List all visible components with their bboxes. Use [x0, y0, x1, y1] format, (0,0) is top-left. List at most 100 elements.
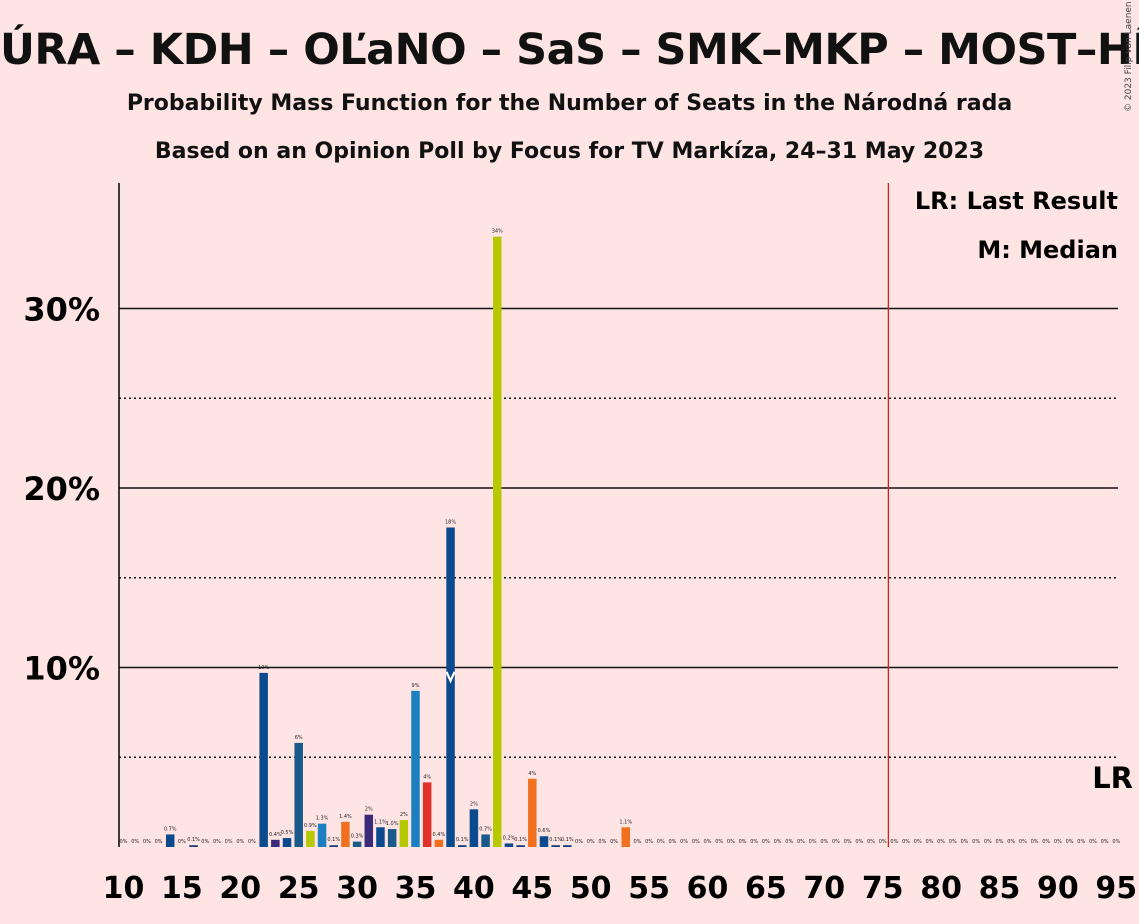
chart-subtitle: Probability Mass Function for the Number…	[126, 91, 1013, 116]
bar-seat-16	[189, 845, 198, 847]
axes: 10% 20% 30% 10 15 20 25 30 35 40 45 50 55 60 65 70 75 80 8…	[23, 183, 1137, 906]
bar-seat-35	[411, 690, 420, 847]
bar-value-label: 0%	[844, 839, 852, 845]
bar-value-label: 0%	[178, 839, 186, 845]
bar-seat-45	[528, 778, 537, 847]
bar-value-label: 0%	[657, 839, 665, 845]
bar-seat-25	[294, 742, 303, 847]
chart-title: ÚRA – KDH – OĽaNO – SaS – SMK–MKP – MOST…	[0, 25, 1139, 75]
bar-value-label: 2%	[400, 812, 408, 818]
x-tick-label: 30	[336, 871, 378, 906]
bar-seat-32	[376, 827, 385, 847]
legend-last-result: LR: Last Result	[915, 187, 1118, 215]
bar-seat-41	[481, 834, 490, 847]
x-tick-label: 60	[687, 871, 729, 906]
bar-value-label: 0%	[692, 839, 700, 845]
bar-value-label: 0%	[914, 839, 922, 845]
bar-value-label: 0%	[1054, 839, 1062, 845]
bar-value-label: 0%	[633, 839, 641, 845]
bars	[165, 236, 630, 847]
chart-source-subtitle: Based on an Opinion Poll by Focus for TV…	[154, 139, 985, 164]
bar-value-label: 0%	[587, 839, 595, 845]
x-tick-label: 45	[511, 871, 553, 906]
bar-value-label: 0%	[715, 839, 723, 845]
bar-value-label: 0%	[925, 839, 933, 845]
bar-value-label: 0%	[867, 839, 875, 845]
bar-value-label: 0%	[598, 839, 606, 845]
bar-value-label: 0%	[248, 839, 256, 845]
grid-lines	[119, 183, 1118, 847]
last-result-marker-label: LR	[1092, 761, 1133, 795]
bar-value-label: 0%	[131, 839, 139, 845]
bar-seat-22	[259, 672, 268, 847]
bar-seat-42	[493, 236, 502, 847]
bar-value-label: 0%	[855, 839, 863, 845]
bar-value-label: 0%	[785, 839, 793, 845]
bar-value-label: 0%	[201, 839, 209, 845]
bar-value-label: 18%	[445, 519, 456, 525]
bar-value-label: 1.4%	[339, 814, 352, 820]
x-tick-label: 90	[1037, 871, 1079, 906]
bar-value-label: 0.6%	[538, 828, 551, 834]
x-tick-label: 25	[278, 871, 320, 906]
bar-value-label: 0%	[1112, 839, 1120, 845]
bar-value-label: 1.1%	[619, 819, 632, 825]
x-tick-label: 70	[803, 871, 845, 906]
bar-value-label: 0%	[1101, 839, 1109, 845]
bar-seat-36	[422, 782, 432, 847]
bar-value-label: 0%	[832, 839, 840, 845]
bar-seat-27	[317, 823, 327, 847]
bar-value-label: 0%	[213, 839, 221, 845]
bar-value-label: 0.5%	[281, 830, 294, 836]
bar-value-label: 0%	[610, 839, 618, 845]
bar-seat-31	[364, 814, 374, 847]
bar-value-label: 0%	[1077, 839, 1085, 845]
y-tick-label: 10%	[23, 650, 100, 688]
bar-value-label: 0%	[750, 839, 758, 845]
x-tick-label: 20	[219, 871, 261, 906]
legend-median: M: Median	[977, 236, 1118, 264]
bar-value-label: 4%	[423, 774, 431, 780]
bar-value-label: 0.4%	[269, 832, 282, 838]
bar-value-label: 0%	[727, 839, 735, 845]
bar-value-label: 0%	[155, 839, 163, 845]
x-tick-label: 75	[862, 871, 904, 906]
bar-seat-24	[282, 838, 292, 847]
bar-value-label: 0%	[960, 839, 968, 845]
bar-seat-39	[457, 845, 467, 847]
bar-value-label: 0%	[704, 839, 712, 845]
bar-value-label: 0%	[809, 839, 817, 845]
x-tick-label: 50	[570, 871, 612, 906]
bar-value-label: 0%	[774, 839, 782, 845]
bar-value-label: 0%	[1031, 839, 1039, 845]
bar-value-label: 0.1%	[456, 837, 469, 843]
x-tick-label: 95	[1095, 871, 1137, 906]
bar-seat-48	[563, 845, 572, 847]
bar-value-label: 0%	[668, 839, 676, 845]
bar-value-label: 1.1%	[374, 819, 387, 825]
bar-value-label: 0%	[1042, 839, 1050, 845]
bar-seat-28	[329, 845, 338, 847]
bar-seat-43	[504, 843, 514, 847]
bar-value-label: 0.1%	[514, 837, 527, 843]
legend: LR: Last Result M: Median LR	[915, 187, 1133, 795]
bar-value-label: 6%	[295, 735, 303, 741]
bar-value-label: 0%	[236, 839, 244, 845]
bar-value-label: 0%	[984, 839, 992, 845]
bar-value-label: 0%	[739, 839, 747, 845]
bar-seat-23	[271, 839, 280, 847]
bar-value-label: 0.1%	[187, 837, 200, 843]
bar-value-label: 1.3%	[316, 816, 329, 822]
bar-seat-34	[399, 820, 409, 847]
bar-value-label: 2%	[365, 807, 373, 813]
bar-value-label: 0%	[1007, 839, 1015, 845]
y-tick-label: 30%	[23, 291, 100, 329]
bar-value-label: 0.3%	[351, 834, 364, 840]
bar-value-label: 0.7%	[479, 826, 492, 832]
bar-seat-26	[306, 830, 315, 847]
bar-value-label: 0.4%	[433, 832, 446, 838]
bar-value-label: 0%	[949, 839, 957, 845]
bar-value-label: 1.0%	[386, 821, 399, 827]
bar-value-label: 0%	[1019, 839, 1027, 845]
